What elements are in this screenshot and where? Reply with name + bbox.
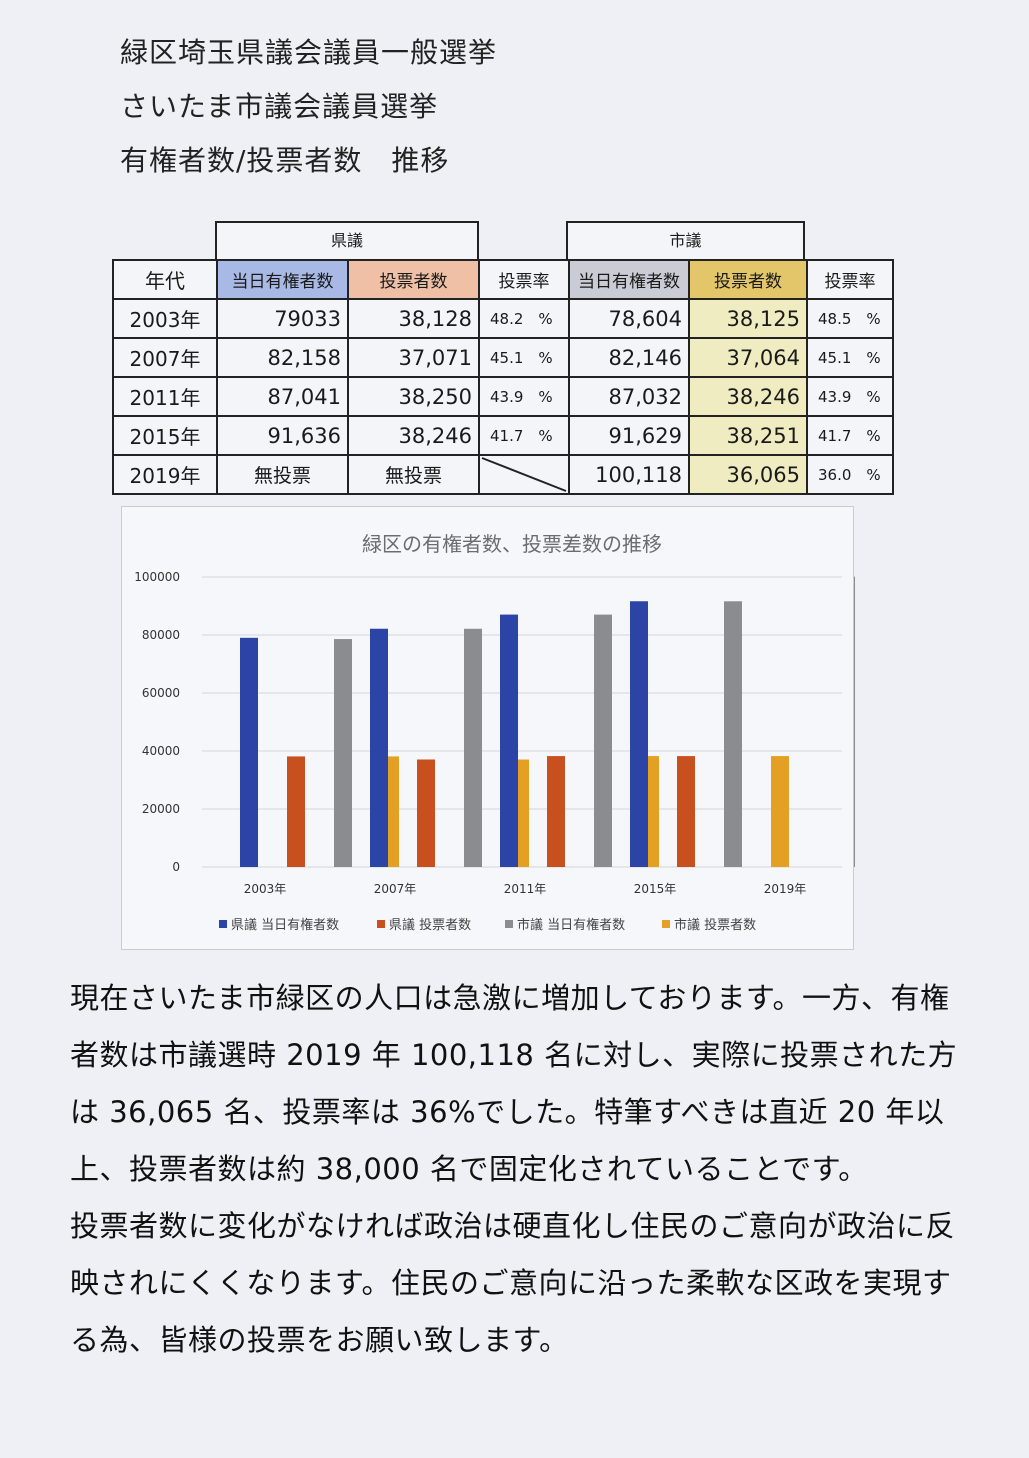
cell-k-rate: 48.2 % [478,298,570,339]
table-row: 2011年 87,041 38,250 43.9 % 87,032 38,246… [112,376,894,417]
cell-k-ballots: 38,246 [347,415,480,456]
bar-2-1 [464,628,482,867]
body-paragraph-2: 投票者数に変化がなければ政治は硬直化し住民のご意向が政治に反映されにくくなります… [70,1209,956,1357]
header-k-ballots: 投票者数 [347,259,480,300]
bar-0-3 [630,601,648,867]
bar-0-0 [240,637,258,867]
bar-0-1 [370,628,388,867]
cell-s-rate: 41.7 % [806,415,894,456]
x-tick-label: 2003年 [244,882,287,896]
header-k-rate: 投票率 [478,259,570,300]
group-header-kengi: 県議 [215,221,479,261]
body-paragraph-1: 現在さいたま市緑区の人口は急激に増加しております。一方、有権者数は市議選時 20… [70,981,958,1186]
cell-k-rate-empty [478,454,570,495]
header-s-rate: 投票率 [806,259,894,300]
x-tick-label: 2015年 [634,882,677,896]
body-text: 現在さいたま市緑区の人口は急激に増加しております。一方、有権者数は市議選時 20… [70,970,970,1369]
cell-s-voters: 87,032 [568,376,690,417]
cell-year: 2011年 [112,376,218,417]
y-tick-label: 60000 [142,686,180,700]
legend-label: 県議 投票者数 [389,917,471,933]
x-tick-label: 2007年 [374,882,417,896]
table-row: 2019年 無投票 無投票 100,118 36,065 36.0 % [112,454,894,495]
cell-year: 2019年 [112,454,218,495]
cell-s-voters: 78,604 [568,298,690,339]
bar-2-2 [594,614,612,867]
legend-swatch [219,920,227,928]
bar-2-0 [334,639,352,867]
legend-swatch [377,920,385,928]
bar-1-0 [287,756,305,867]
table-row: 2003年 79033 38,128 48.2 % 78,604 38,125 … [112,298,894,339]
cell-year: 2015年 [112,415,218,456]
cell-k-voters: 79033 [216,298,349,339]
chart-svg: 緑区の有権者数、投票差数の推移 100000 80000 60000 40000 2000… [134,532,855,933]
cell-year: 2003年 [112,298,218,339]
cell-k-rate: 41.7 % [478,415,570,456]
cell-k-rate: 43.9 % [478,376,570,417]
cell-s-rate: 36.0 % [806,454,894,495]
cell-s-ballots: 38,246 [688,376,808,417]
table-header-row: 年代 当日有権者数 投票者数 投票率 当日有権者数 投票者数 投票率 [112,259,894,300]
legend-swatch [662,920,670,928]
cell-s-rate: 48.5 % [806,298,894,339]
cell-k-ballots: 38,250 [347,376,480,417]
legend-label: 市議 投票者数 [674,917,756,933]
cell-s-voters: 82,146 [568,337,690,378]
cell-k-ballots: 無投票 [347,454,480,495]
y-tick-label: 80000 [142,628,180,642]
x-tick-label: 2019年 [764,882,807,896]
header-s-voters: 当日有権者数 [568,259,690,300]
header-k-voters: 当日有権者数 [216,259,349,300]
bar-1-3 [677,756,695,867]
y-tick-label: 40000 [142,744,180,758]
cell-s-voters: 100,118 [568,454,690,495]
title-line-2: さいたま市議会議員選挙 [120,90,439,123]
cell-k-voters: 87,041 [216,376,349,417]
header-year: 年代 [112,259,218,300]
x-tick-label: 2011年 [504,882,547,896]
cell-k-voters: 82,158 [216,337,349,378]
legend-label: 県議 当日有権者数 [231,917,339,933]
cell-k-voters: 無投票 [216,454,349,495]
bar-1-1 [417,759,435,867]
group-header-shigi: 市議 [566,221,805,261]
cell-s-ballots: 38,251 [688,415,808,456]
table-row: 2015年 91,636 38,246 41.7 % 91,629 38,251… [112,415,894,456]
cell-s-ballots: 38,125 [688,298,808,339]
title-line-3: 有権者数/投票者数 推移 [120,144,450,177]
bar-1-2 [547,756,565,867]
diagonal-slash [481,457,567,492]
bar-3-3 [771,756,789,867]
bar-0-2 [500,614,518,867]
legend-swatch [505,920,513,928]
cell-year: 2007年 [112,337,218,378]
cell-k-ballots: 38,128 [347,298,480,339]
election-table: 年代 当日有権者数 投票者数 投票率 当日有権者数 投票者数 投票率 2003年… [112,259,894,495]
bar-2-4 [854,576,855,867]
bar-2-3 [724,601,742,867]
title-line-1: 緑区埼玉県議会議員一般選挙 [120,36,498,69]
chart-title: 緑区の有権者数、投票差数の推移 [362,532,662,556]
table-row: 2007年 82,158 37,071 45.1 % 82,146 37,064… [112,337,894,378]
y-tick-label: 20000 [142,802,180,816]
document-titles: 緑区埼玉県議会議員一般選挙 さいたま市議会議員選挙 有権者数/投票者数 推移 [120,26,497,188]
header-s-ballots: 投票者数 [688,259,808,300]
y-tick-label: 0 [172,860,180,874]
legend-label: 市議 当日有権者数 [517,917,625,933]
cell-s-rate: 43.9 % [806,376,894,417]
cell-s-voters: 91,629 [568,415,690,456]
y-tick-label: 100000 [134,570,180,584]
cell-s-rate: 45.1 % [806,337,894,378]
cell-k-ballots: 37,071 [347,337,480,378]
cell-s-ballots: 36,065 [688,454,808,495]
bar-chart: 緑区の有権者数、投票差数の推移 100000 80000 60000 40000 2000… [121,506,855,950]
cell-k-voters: 91,636 [216,415,349,456]
cell-s-ballots: 37,064 [688,337,808,378]
cell-k-rate: 45.1 % [478,337,570,378]
